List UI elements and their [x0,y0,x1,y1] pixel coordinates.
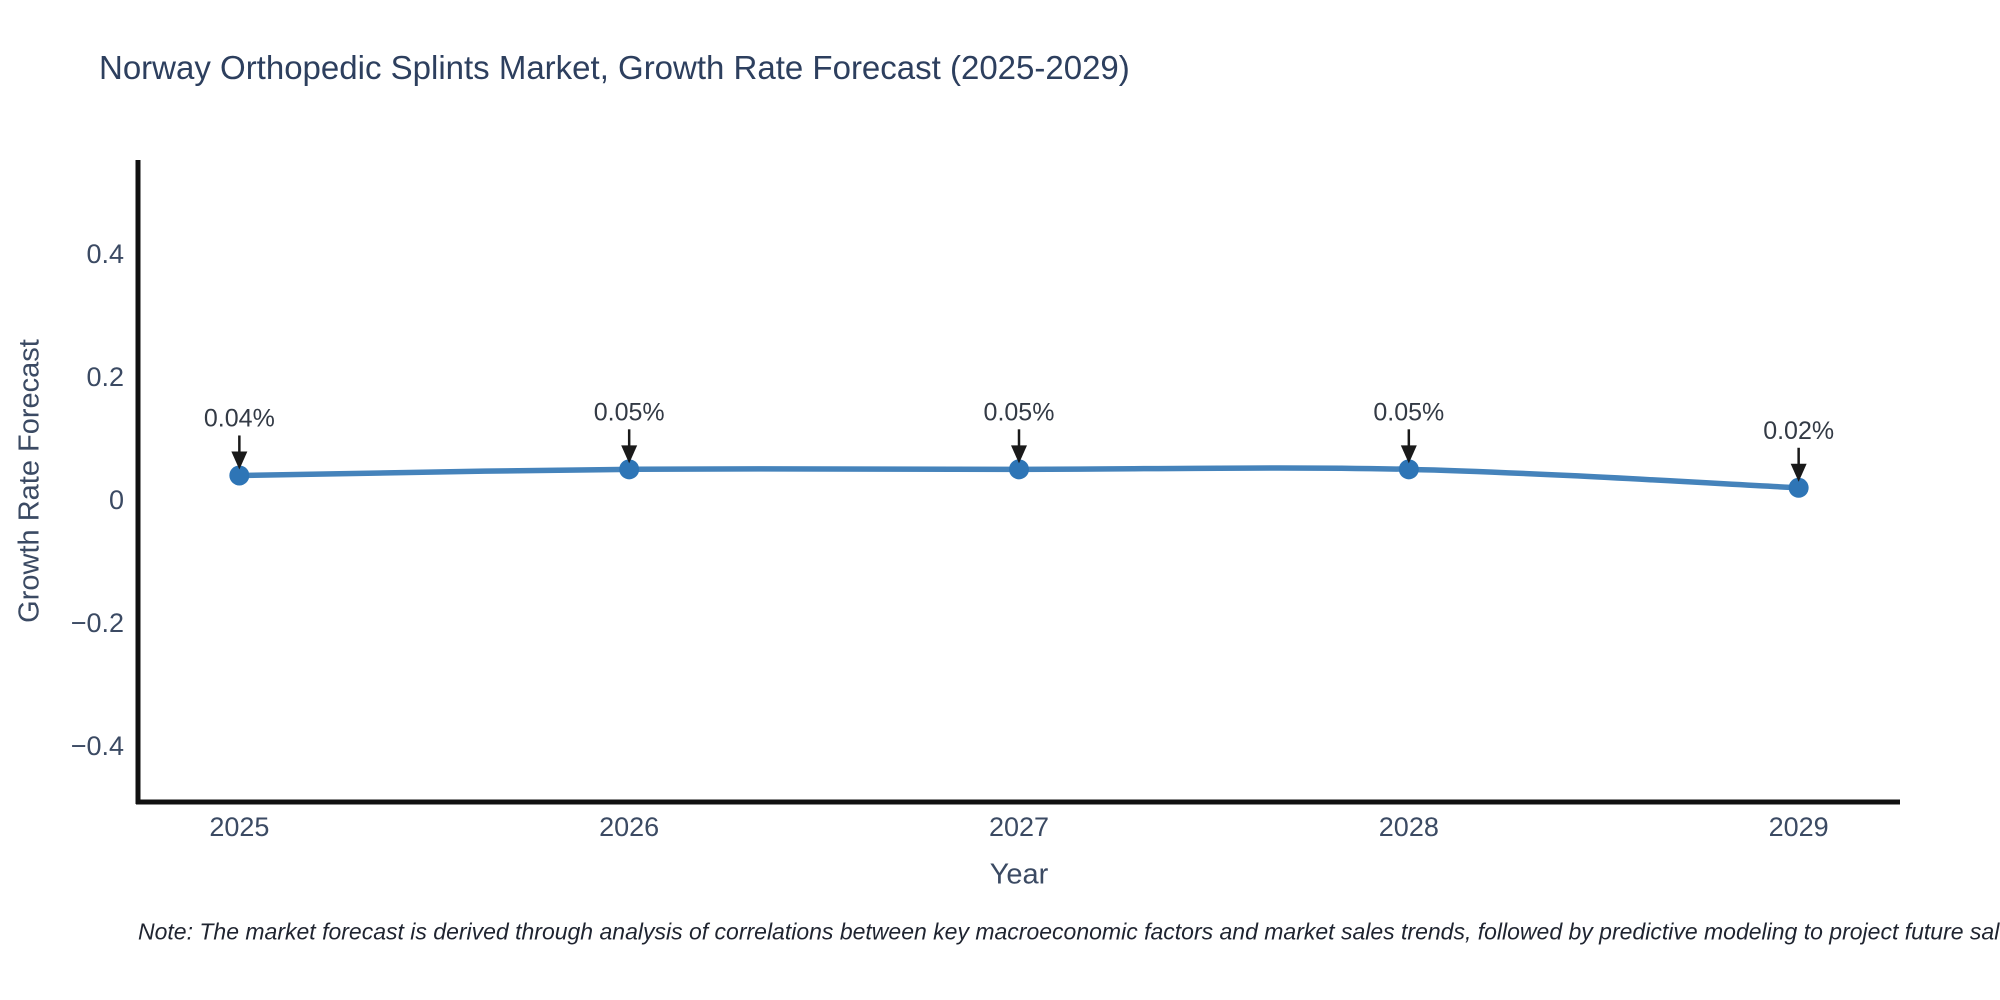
footnote: Note: The market forecast is derived thr… [138,918,2000,945]
annotation-arrowhead-icon [1790,463,1807,482]
point-value-label: 0.04% [204,404,275,432]
annotation-arrowhead-icon [1011,445,1027,464]
y-axis-title: Growth Rate Forecast [13,339,46,623]
x-tick-label: 2025 [209,812,269,842]
point-value-label: 0.05% [594,398,665,426]
x-tick-label: 2027 [989,812,1049,842]
data-point-marker [229,465,250,486]
x-tick-label: 2029 [1769,812,1829,842]
x-tick-label: 2026 [599,812,659,842]
annotation-arrowhead-icon [621,445,638,464]
data-point-marker [619,459,640,480]
annotation-arrowhead-icon [231,451,248,470]
y-tick-label: −0.4 [71,731,124,761]
data-point-marker [1398,459,1419,480]
y-tick-label: 0.2 [86,362,124,392]
x-tick-label: 2028 [1379,812,1439,842]
y-tick-label: 0.4 [86,239,124,269]
point-value-label: 0.02% [1763,417,1834,445]
annotation-arrowhead-icon [1400,445,1417,464]
y-tick-label: 0 [109,485,124,515]
point-value-label: 0.05% [1373,398,1444,426]
data-point-marker [1788,477,1809,498]
x-axis-title: Year [989,858,1049,891]
point-value-label: 0.05% [984,398,1055,426]
chart-title: Norway Orthopedic Splints Market, Growth… [99,49,1130,86]
data-point-marker [1009,459,1029,480]
y-tick-label: −0.2 [71,608,124,638]
